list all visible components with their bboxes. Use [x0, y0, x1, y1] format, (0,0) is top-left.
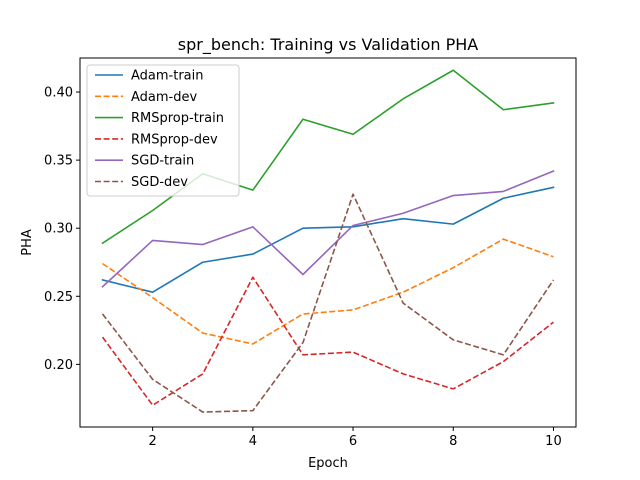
y-axis-label: PHA [20, 229, 35, 256]
series-line-adam-train [101, 186, 555, 294]
legend-box [86, 64, 240, 197]
legend-label-rmsprop-dev: RMSprop-dev [131, 132, 218, 147]
x-tick-label: 6 [349, 434, 357, 449]
x-tick-label: 2 [149, 434, 157, 449]
legend: Adam-train Adam-dev RMSprop-train RMSprop-d… [86, 64, 240, 197]
x-axis-label: Epoch [308, 456, 348, 471]
legend-label-rmsprop-train: RMSprop-train [131, 111, 224, 126]
axes: 2 4 6 8 10 0.20 0.25 0.30 0.35 0.40 [44, 86, 562, 449]
x-tick-label: 8 [449, 434, 457, 449]
y-tick-label: 0.20 [44, 358, 73, 373]
legend-label-sgd-train: SGD-train [131, 154, 194, 169]
chart-title: spr_bench: Training vs Validation PHA [178, 35, 479, 55]
series-line-sgd-dev [101, 193, 555, 413]
series-line-sgd-train [101, 169, 555, 288]
y-tick-label: 0.30 [44, 222, 73, 237]
series-line-rmsprop-dev [101, 276, 554, 407]
y-tick-label: 0.35 [44, 154, 73, 169]
x-tick-label: 10 [545, 434, 562, 449]
legend-label-adam-dev: Adam-dev [131, 90, 197, 105]
y-tick-label: 0.25 [44, 290, 73, 305]
series-line-adam-dev [102, 238, 554, 345]
plot-frame [79, 57, 577, 428]
y-tick-label: 0.40 [44, 86, 73, 101]
legend-label-sgd-dev: SGD-dev [131, 175, 188, 190]
x-tick-label: 4 [249, 434, 257, 449]
legend-label-adam-train: Adam-train [131, 69, 204, 84]
